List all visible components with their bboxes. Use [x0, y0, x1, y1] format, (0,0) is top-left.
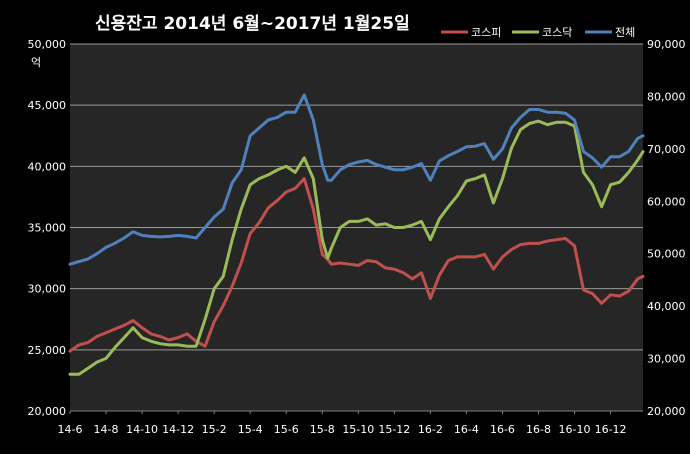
left-tick-label: 45,000 [28, 99, 67, 112]
legend-label-total: 전체 [615, 26, 635, 39]
right-tick-label: 50,000 [647, 248, 686, 261]
x-tick-label: 14-10 [126, 423, 158, 436]
left-axis-unit-label: 억 [31, 56, 41, 69]
x-tick-label: 16-8 [526, 423, 551, 436]
right-tick-label: 40,000 [647, 300, 686, 313]
x-tick-label: 15-4 [238, 423, 263, 436]
right-tick-label: 90,000 [647, 38, 686, 51]
left-tick-label: 20,000 [28, 405, 67, 418]
x-tick-label: 15-6 [274, 423, 299, 436]
chart-title: 신용잔고 2014년 6월~2017년 1월25일 [95, 14, 410, 34]
kospi-line [68, 177, 645, 353]
gridlines [70, 43, 643, 351]
x-tick-label: 15-8 [310, 423, 335, 436]
legend-label-kospi: 코스피 [471, 26, 501, 39]
axes: 20,000 25,000 30,000 35,000 40,000 45,000 50,0… [28, 38, 686, 436]
total-line [68, 93, 645, 266]
x-tick-label: 16-12 [595, 423, 627, 436]
right-tick-label: 80,000 [647, 90, 686, 103]
x-tick-label: 16-10 [559, 423, 591, 436]
x-tick-label: 16-4 [454, 423, 479, 436]
x-tick-label: 15-10 [342, 423, 374, 436]
x-tick-label: 15-12 [378, 423, 410, 436]
right-tick-label: 20,000 [647, 405, 686, 418]
x-tick-label: 14-12 [162, 423, 194, 436]
legend-label-kosdaq: 코스닥 [542, 26, 572, 39]
right-tick-label: 70,000 [647, 143, 686, 156]
right-tick-label: 60,000 [647, 195, 686, 208]
right-tick-label: 30,000 [647, 353, 686, 366]
left-tick-label: 25,000 [28, 344, 67, 357]
x-tick-label: 14-6 [58, 423, 83, 436]
left-tick-label: 35,000 [28, 222, 67, 235]
left-tick-label: 50,000 [28, 38, 67, 51]
left-tick-label: 40,000 [28, 160, 67, 173]
x-tick-label: 15-2 [202, 423, 227, 436]
x-tick-label: 16-2 [418, 423, 443, 436]
x-tick-label: 16-6 [490, 423, 515, 436]
left-tick-label: 30,000 [28, 283, 67, 296]
x-tick-label: 14-8 [94, 423, 119, 436]
series-group [68, 93, 645, 376]
kosdaq-line [68, 119, 645, 376]
legend: 코스피 코스닥 전체 [441, 26, 635, 39]
